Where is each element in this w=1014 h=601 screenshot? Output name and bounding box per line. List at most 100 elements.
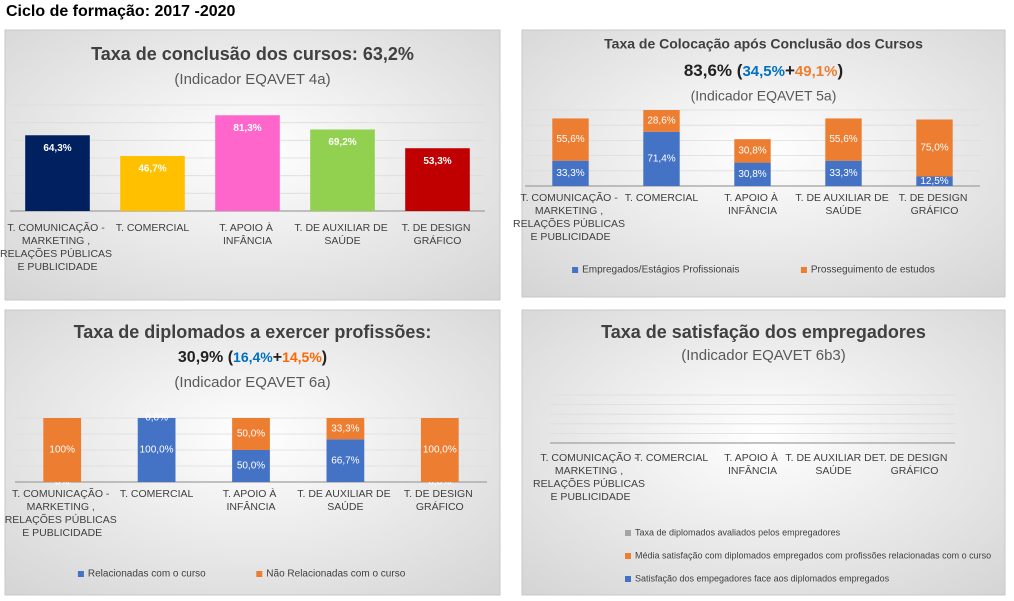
legend-swatch [625,576,631,582]
chart-panel: Taxa de Colocação após Conclusão dos Cur… [513,29,1006,298]
data-label: 30,8% [738,146,766,157]
x-tick-label: T. DE AUXILIAR DE SAÚDE [795,192,891,217]
data-label: 50,0% [237,429,265,440]
chart-panel: Taxa de diplomados a exercer profissões:… [4,309,501,596]
headline: 83,6% (34,5%+49,1%) [684,61,843,80]
headline-part: 16,4% [233,349,273,365]
bar [310,129,375,211]
bar-segment [643,131,680,186]
bar-segment [552,160,589,186]
x-tick-label: T. COMUNICAÇÃO - MARKETING , RELAÇÕES PÚ… [533,451,648,503]
x-tick-label: T. APOIO À INFÂNCIA [219,221,276,247]
x-tick-label: T. DE DESIGN GRÁFICO [404,488,476,513]
data-label: 64,3% [43,143,71,154]
x-tick-label: T. DE AUXILIAR DE SAÚDE [785,452,881,477]
data-label: 100,0% [423,445,457,456]
headline-part: 83,6% ( [684,61,743,80]
chart-title: Taxa de Colocação após Conclusão dos Cur… [604,36,923,52]
data-label: 33,3% [556,168,584,179]
bar-segment [916,119,953,177]
chart-subtitle: (Indicador EQAVET 6a) [174,374,330,391]
chart-title: Taxa de diplomados a exercer profissões: [74,322,432,342]
bar [405,148,470,211]
bar-segment [734,139,771,163]
bar-segment [643,110,680,132]
legend-label: Média satisfação com diplomados empregad… [635,550,991,560]
headline-part: + [785,61,795,80]
bar-segment [326,418,365,440]
data-label: 0,0% [428,477,451,488]
x-tick-label: T. DE AUXILIAR DE SAÚDE [297,488,393,513]
data-label: 50,0% [237,461,265,472]
bar-segment [43,418,82,482]
legend-label: Não Relacionadas com o curso [266,569,405,580]
bar-segment [232,450,270,482]
data-label: 33,3% [331,423,359,434]
headline-part: 14,5% [282,349,322,365]
headline-part: ) [837,61,843,80]
data-label: 12,5% [920,176,948,187]
legend-label: Taxa de diplomados avaliados pelos empre… [635,527,841,537]
x-tick-label: T. DE DESIGN GRÁFICO [899,192,971,217]
data-label: 81,3% [233,123,261,134]
headline-part: ) [322,349,327,366]
chart-title: Taxa de conclusão dos cursos: 63,2% [91,44,414,64]
data-label: 100,0% [140,445,174,456]
bar-segment [552,118,589,161]
data-label: 55,6% [829,134,857,145]
x-tick-label: T. DE DESIGN GRÁFICO [402,222,474,247]
data-label: 66,7% [331,455,359,466]
data-label: 71,4% [647,154,675,165]
headline-part: 34,5% [742,63,785,80]
x-tick-label: T. COMUNICAÇÃO - MARKETING , RELAÇÕES PÚ… [513,191,628,243]
bar-segment [825,118,862,161]
x-tick-label: T. DE DESIGN GRÁFICO [879,452,951,477]
page-title: Ciclo de formação: 2017 -2020 [6,3,236,20]
data-label: 0,0% [145,413,168,424]
legend-swatch [800,267,807,273]
data-label: 46,7% [138,164,166,175]
data-label: 0% [55,477,70,488]
chart-subtitle: (Indicador EQAVET 5a) [691,88,837,104]
legend-swatch [625,553,631,559]
bar [215,115,280,211]
data-label: 33,3% [829,168,857,179]
bar-segment [916,176,953,186]
data-label: 100% [49,445,75,456]
x-tick-label: T. COMERCIAL [625,192,699,204]
bar-segment [326,439,365,482]
legend-swatch [572,267,579,273]
x-tick-label: T. APOIO À INFÂNCIA [724,451,781,477]
legend-swatch [625,530,631,536]
legend-label: Prosseguimento de estudos [811,265,935,276]
x-tick-label: T. COMUNICAÇÃO - MARKETING , RELAÇÕES PÚ… [0,221,115,273]
data-label: 75,0% [920,143,948,154]
legend-label: Satisfação dos empegadores face aos dipl… [635,573,890,583]
bar-segment [734,162,771,186]
legend-label: Empregados/Estágios Profissionais [582,265,739,276]
bar-segment [825,160,862,186]
x-tick-label: T. COMUNICAÇÃO - MARKETING , RELAÇÕES PÚ… [5,487,120,539]
x-tick-label: T. COMERCIAL [116,222,190,234]
headline: 30,9% (16,4%+14,5%) [178,349,327,367]
bar [120,155,185,211]
bar-segment [232,418,270,450]
chart-panel: Taxa de satisfação dos empregadores (Indi… [521,309,1006,596]
chart-subtitle: (Indicador EQAVET 6b3) [681,347,846,364]
chart-panel: Taxa de conclusão dos cursos: 63,2% (Indi… [0,29,501,301]
bar-segment [137,418,176,482]
data-label: 30,8% [738,169,766,180]
panel-background [521,309,1006,596]
data-label: 28,6% [647,116,675,127]
bar-segment [420,418,459,482]
x-tick-label: T. DE AUXILIAR DE SAÚDE [294,222,390,247]
legend-swatch [256,571,263,577]
bar [25,135,90,211]
x-tick-label: T. APOIO À INFÂNCIA [724,191,781,217]
data-label: 53,3% [423,156,451,167]
data-label: 55,6% [556,134,584,145]
x-tick-label: T. COMERCIAL [120,488,194,500]
x-tick-label: T. APOIO À INFÂNCIA [223,487,280,513]
chart-title: Taxa de satisfação dos empregadores [601,322,926,342]
legend-swatch [77,571,84,577]
